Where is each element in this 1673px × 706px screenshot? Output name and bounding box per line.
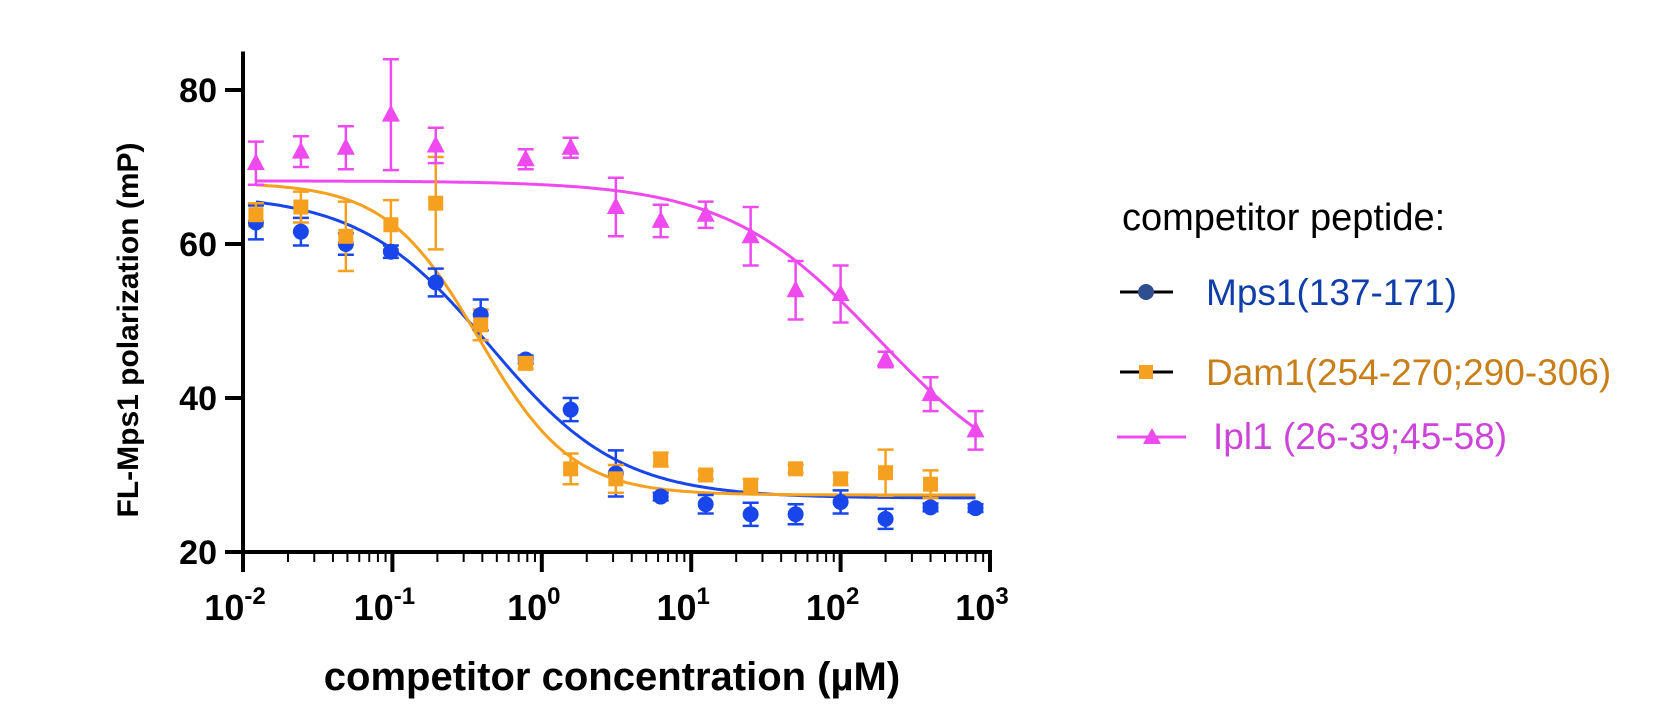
data-point — [516, 149, 535, 167]
legend-entry-ipl1: Ipl1 (26-39;45-58) — [1117, 416, 1507, 457]
legend-marker-mps1 — [1138, 284, 1154, 300]
data-point — [651, 210, 670, 228]
data-point — [833, 471, 849, 487]
x-tick-label: 10-2 — [204, 583, 265, 628]
data-point — [606, 197, 625, 215]
data-points — [246, 57, 985, 531]
x-tick-label: 101 — [656, 583, 709, 628]
data-point — [742, 506, 759, 523]
data-point — [788, 461, 804, 477]
data-point — [246, 153, 265, 171]
x-axis-label: competitor concentration (µM) — [324, 655, 900, 699]
data-point — [427, 274, 444, 291]
data-point — [563, 461, 579, 477]
data-point — [878, 465, 894, 481]
data-point — [473, 317, 489, 333]
data-point — [921, 384, 940, 402]
data-point — [292, 223, 309, 240]
y-tick-label: 60 — [179, 226, 217, 264]
data-point — [561, 137, 580, 155]
data-point — [831, 284, 850, 302]
x-tick-label: 103 — [955, 583, 1008, 628]
x-tick-label: 10-1 — [354, 583, 415, 628]
data-point — [338, 228, 354, 244]
x-tick-label: 102 — [806, 583, 859, 628]
legend-title: competitor peptide: — [1122, 197, 1445, 239]
data-point — [291, 141, 310, 159]
y-tick-label: 20 — [179, 534, 217, 572]
data-point — [562, 401, 579, 418]
data-point — [608, 471, 624, 487]
data-point — [966, 420, 985, 438]
legend-label-mps1: Mps1(137-171) — [1206, 272, 1457, 313]
data-point — [743, 479, 759, 495]
data-point — [381, 104, 400, 122]
data-point — [786, 280, 805, 298]
x-tick-label: 100 — [507, 583, 560, 628]
data-point — [967, 500, 984, 517]
legend: competitor peptide: Mps1(137-171) Dam1(2… — [1117, 197, 1611, 457]
data-point — [652, 488, 669, 505]
data-point — [428, 195, 444, 211]
data-point — [787, 506, 804, 523]
data-point — [382, 243, 399, 260]
data-point — [336, 137, 355, 155]
legend-entry-dam1: Dam1(254-270;290-306) — [1120, 352, 1611, 393]
data-point — [876, 349, 895, 367]
data-point — [383, 217, 399, 233]
axes: 20 40 60 80 10-2 10-1 100 101 102 103 — [179, 51, 1009, 628]
data-point — [698, 467, 714, 483]
y-axis-label: FL-Mps1 polarization (mP) — [112, 143, 145, 518]
data-point — [697, 496, 714, 513]
data-point — [518, 355, 534, 371]
data-point — [248, 207, 264, 223]
data-point — [741, 226, 760, 244]
data-point — [922, 499, 939, 516]
data-point — [877, 510, 894, 527]
y-tick-label: 80 — [179, 72, 217, 110]
y-tick-label: 40 — [179, 380, 217, 418]
legend-label-ipl1: Ipl1 (26-39;45-58) — [1213, 416, 1507, 457]
data-point — [696, 204, 715, 222]
data-point — [653, 452, 669, 468]
data-point — [426, 135, 445, 153]
data-point — [923, 476, 939, 492]
legend-label-dam1: Dam1(254-270;290-306) — [1206, 352, 1611, 393]
legend-marker-ipl1 — [1143, 428, 1161, 444]
legend-entry-mps1: Mps1(137-171) — [1120, 272, 1457, 313]
data-point — [832, 493, 849, 510]
data-point — [293, 199, 309, 215]
legend-marker-dam1 — [1139, 365, 1153, 379]
